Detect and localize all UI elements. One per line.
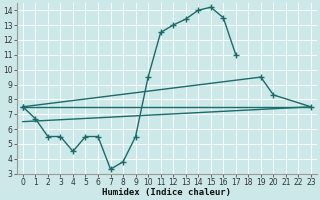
X-axis label: Humidex (Indice chaleur): Humidex (Indice chaleur) bbox=[102, 188, 231, 197]
